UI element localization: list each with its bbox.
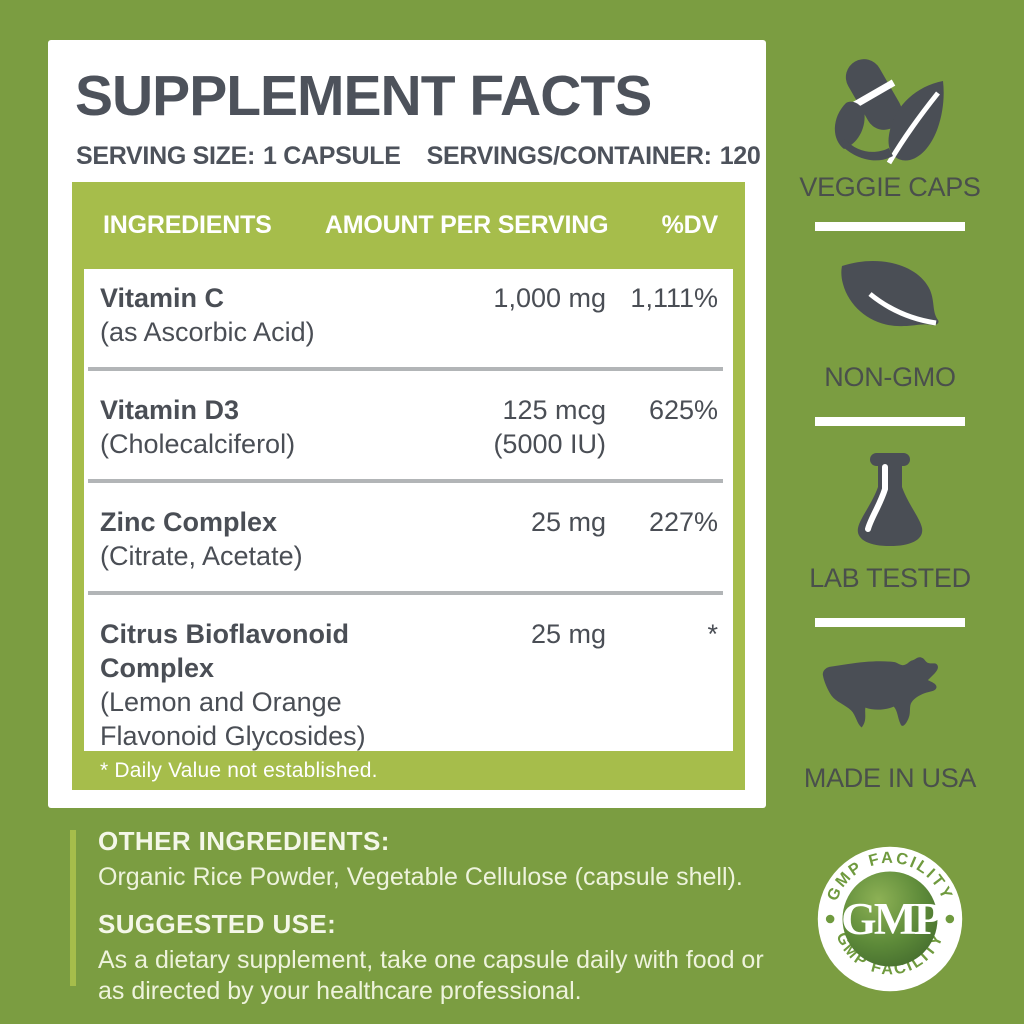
divider <box>815 417 965 426</box>
table-row: Citrus Bioflavonoid Complex (Lemon and O… <box>84 605 733 751</box>
row-separator <box>88 479 723 483</box>
ingredient-name: Vitamin C <box>100 283 225 313</box>
made-in-usa-label: MADE IN USA <box>803 763 977 793</box>
row-separator <box>88 591 723 595</box>
divider <box>815 222 965 231</box>
table-row: Zinc Complex (Citrate, Acetate) 25 mg 22… <box>84 493 733 581</box>
ingredient-name: Vitamin D3 <box>100 395 240 425</box>
suggested-use-text: As a dietary supplement, take one capsul… <box>98 946 764 1005</box>
divider <box>815 618 965 627</box>
serving-size-label: SERVING SIZE: <box>76 142 256 170</box>
badge-column: VEGGIE CAPS NON-GMO LAB TESTED MADE IN U… <box>799 0 981 1024</box>
ingredient-name: Zinc Complex <box>100 507 278 537</box>
ingredient-name: Citrus Bioflavonoid Complex <box>100 619 349 683</box>
accent-bar <box>70 830 76 986</box>
ingredient-amount: 125 mcg <box>502 395 606 425</box>
ingredient-detail: (Lemon and Orange Flavonoid Glycosides) <box>100 687 366 751</box>
table-header-row: INGREDIENTS AMOUNT PER SERVING %DV <box>72 182 745 269</box>
ingredient-detail: (Cholecalciferol) <box>100 429 296 459</box>
ingredient-amount: 25 mg <box>530 619 606 649</box>
table-row: Vitamin D3 (Cholecalciferol) 125 mcg (500… <box>84 381 733 469</box>
header-dv: %DV <box>661 211 719 239</box>
page-title: SUPPLEMENT FACTS <box>75 64 652 128</box>
servings-container-label: SERVINGS/CONTAINER: <box>426 142 712 170</box>
non-gmo-label: NON-GMO <box>824 362 956 392</box>
serving-line: SERVING SIZE: 1 CAPSULE SERVINGS/CONTAINER… <box>76 142 766 171</box>
suggested-use-label: SUGGESTED USE: <box>98 909 337 939</box>
row-separator <box>88 367 723 371</box>
serving-size-value: 1 CAPSULE <box>263 142 401 170</box>
lab-tested-label: LAB TESTED <box>809 563 971 593</box>
veggie-caps-label: VEGGIE CAPS <box>799 172 981 202</box>
table-body: Vitamin C (as Ascorbic Acid) 1,000 mg 1,… <box>84 269 733 751</box>
other-ingredients-text: Organic Rice Powder, Vegetable Cellulose… <box>98 863 743 891</box>
ingredient-dv: * <box>707 619 718 649</box>
gmp-center-text: GMP <box>841 893 941 944</box>
bottom-info-section: OTHER INGREDIENTS: Organic Rice Powder, … <box>70 824 770 1023</box>
header-ingredients: INGREDIENTS <box>103 211 272 239</box>
other-ingredients-label: OTHER INGREDIENTS: <box>98 826 390 856</box>
capsule-leaf-icon <box>827 55 953 172</box>
ingredients-table: INGREDIENTS AMOUNT PER SERVING %DV Vitam… <box>72 182 745 790</box>
supplement-facts-card: SUPPLEMENT FACTS SERVING SIZE: 1 CAPSULE S… <box>48 40 766 808</box>
ingredient-dv: 1,111% <box>630 283 718 313</box>
table-row: Vitamin C (as Ascorbic Acid) 1,000 mg 1,… <box>84 269 733 357</box>
servings-container-value: 120 <box>719 142 761 170</box>
gmp-facility-badge: GMP FACILITY GMP FACILITY GMP <box>814 843 966 1000</box>
ingredient-detail: (as Ascorbic Acid) <box>100 317 315 347</box>
ingredient-detail: (Citrate, Acetate) <box>100 541 303 571</box>
ingredient-dv: 227% <box>648 507 718 537</box>
ingredient-amount-alt: (5000 IU) <box>493 429 606 459</box>
ingredient-dv: 625% <box>648 395 718 425</box>
ingredient-amount: 25 mg <box>530 507 606 537</box>
header-amount: AMOUNT PER SERVING <box>324 211 609 239</box>
leaf-icon <box>834 256 946 353</box>
dv-footnote: * Daily Value not established. <box>100 758 378 782</box>
usa-map-icon <box>819 653 961 754</box>
flask-icon <box>843 452 937 553</box>
ingredient-amount: 1,000 mg <box>493 283 606 313</box>
